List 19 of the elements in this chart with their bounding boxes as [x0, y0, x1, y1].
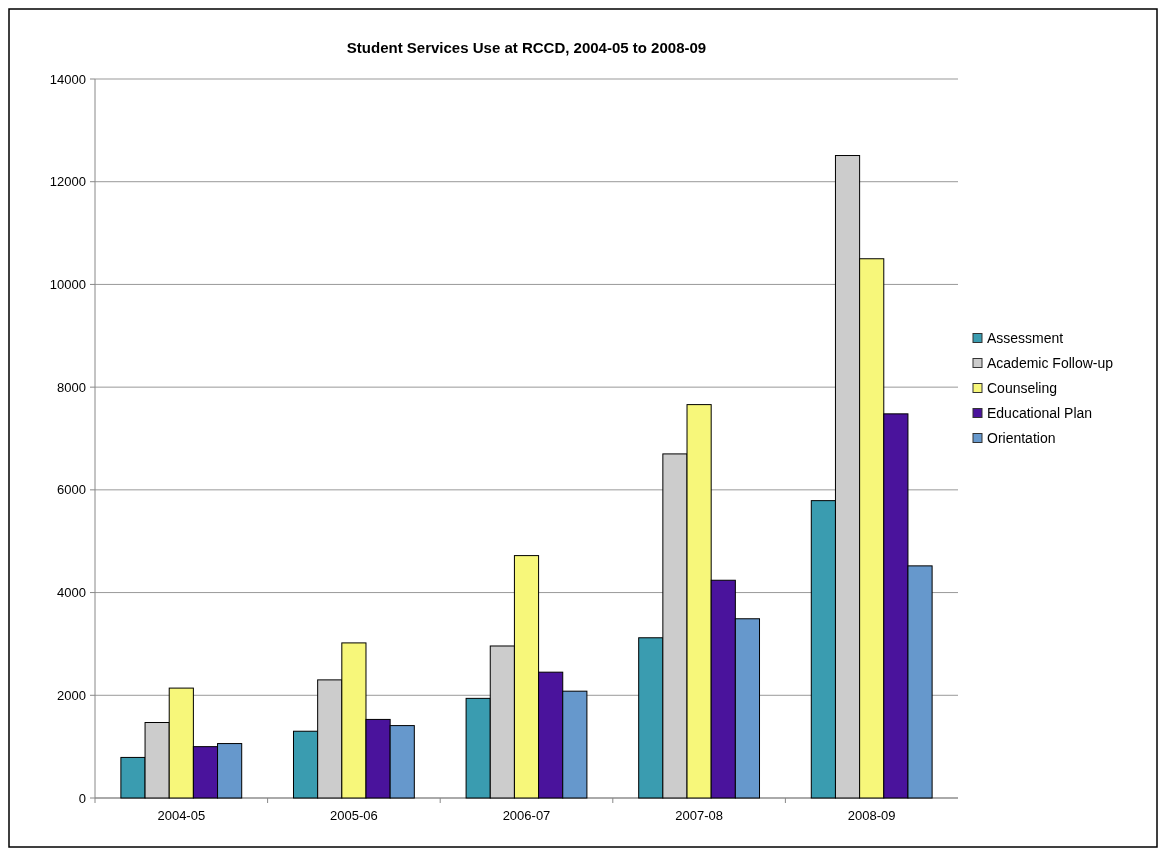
chart-title: Student Services Use at RCCD, 2004-05 to 2008-09: [346, 39, 707, 56]
legend-label: Assessment: [987, 330, 1064, 347]
legend-label: Counseling: [987, 380, 1058, 397]
x-tick-label: 2006-07: [502, 808, 551, 823]
y-tick-label: 12000: [49, 174, 86, 190]
y-tick-label: 14000: [49, 71, 86, 87]
y-tick-label: 6000: [57, 482, 86, 498]
legend-label: Academic Follow-up: [987, 355, 1114, 372]
y-tick-label: 4000: [57, 585, 86, 601]
x-tick-label: 2007-08: [675, 808, 723, 823]
y-tick-label: 10000: [49, 276, 86, 292]
y-tick-label: 2000: [57, 687, 86, 703]
y-tick-label: 0: [78, 790, 86, 806]
x-tick-label: 2004-05: [157, 808, 206, 823]
x-tick-label: 2008-09: [847, 808, 896, 823]
legend-label: Educational Plan: [987, 405, 1093, 422]
y-tick-label: 8000: [57, 379, 86, 395]
x-tick-label: 2005-06: [330, 808, 378, 823]
legend-label: Orientation: [987, 430, 1056, 447]
